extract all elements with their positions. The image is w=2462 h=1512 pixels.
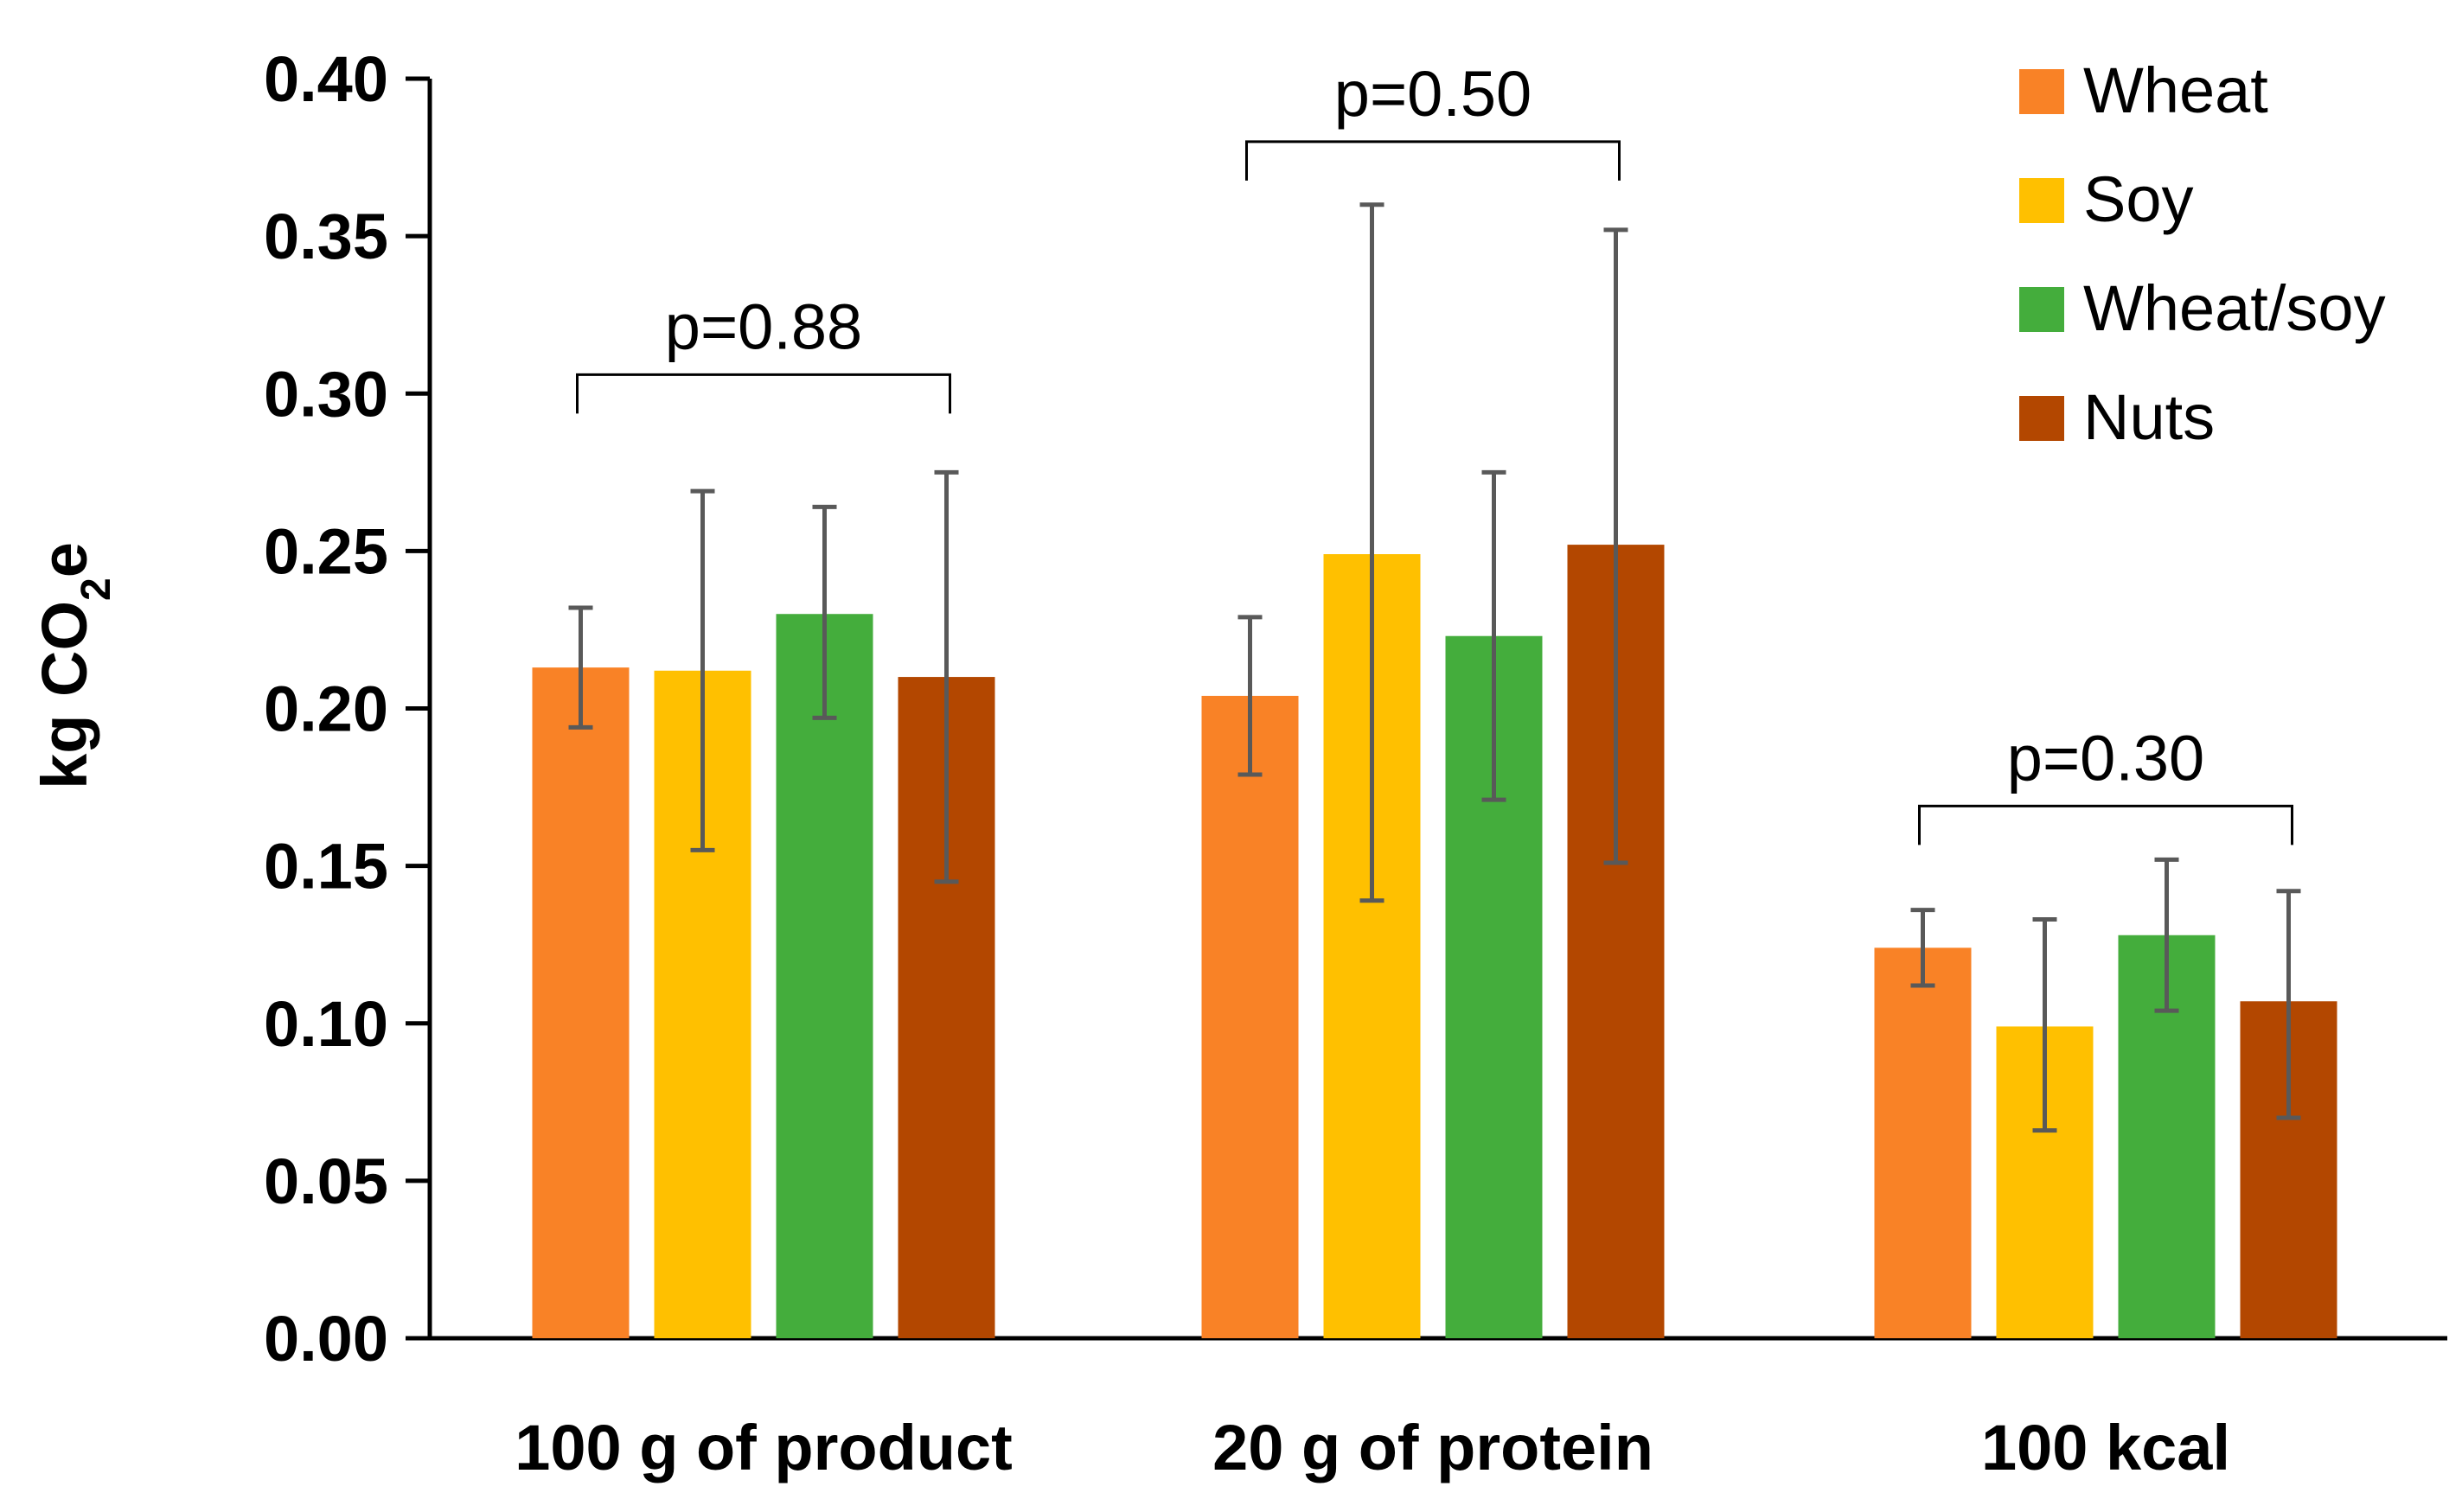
p-value-label: p=0.50 [1334, 58, 1532, 130]
x-category-label: 100 g of product [515, 1412, 1013, 1483]
y-axis-label: kg CO2e [29, 542, 119, 789]
svg-text:kg CO2e: kg CO2e [29, 542, 119, 789]
legend: Wheat Soy Wheat/soy Nuts [2019, 54, 2386, 453]
y-axis-label-prefix: kg CO [29, 601, 100, 789]
p-value-bracket [576, 373, 951, 414]
legend-label: Wheat/soy [2083, 272, 2386, 344]
x-category-label: 100 kcal [1981, 1412, 2230, 1483]
y-tick-label: 0.15 [264, 831, 388, 903]
legend-label: Nuts [2083, 381, 2215, 453]
legend-swatch [2019, 287, 2064, 332]
bar [1874, 947, 1972, 1338]
bar [776, 614, 873, 1338]
bar [532, 667, 630, 1338]
y-tick-label: 0.30 [264, 358, 388, 430]
x-category-label: 20 g of protein [1212, 1412, 1653, 1483]
y-tick-label: 0.10 [264, 988, 388, 1060]
y-axis-label-subscript: 2 [74, 577, 119, 601]
legend-swatch [2019, 178, 2064, 223]
legend-swatch [2019, 69, 2064, 114]
legend-label: Soy [2083, 163, 2194, 235]
p-value-label: p=0.88 [665, 290, 862, 362]
y-axis-label-suffix: e [29, 542, 100, 577]
y-tick-label: 0.25 [264, 515, 388, 587]
legend-swatch [2019, 396, 2064, 441]
legend-label: Wheat [2083, 54, 2268, 126]
y-tick-label: 0.40 [264, 43, 388, 115]
p-value-bracket [1245, 140, 1621, 181]
y-tick-label: 0.00 [264, 1303, 388, 1375]
y-tick-label: 0.05 [264, 1145, 388, 1217]
y-tick-label: 0.35 [264, 201, 388, 272]
bar [1201, 695, 1299, 1338]
y-tick-label: 0.20 [264, 673, 388, 745]
p-value-label: p=0.30 [2007, 722, 2204, 794]
p-value-bracket [1918, 804, 2293, 845]
